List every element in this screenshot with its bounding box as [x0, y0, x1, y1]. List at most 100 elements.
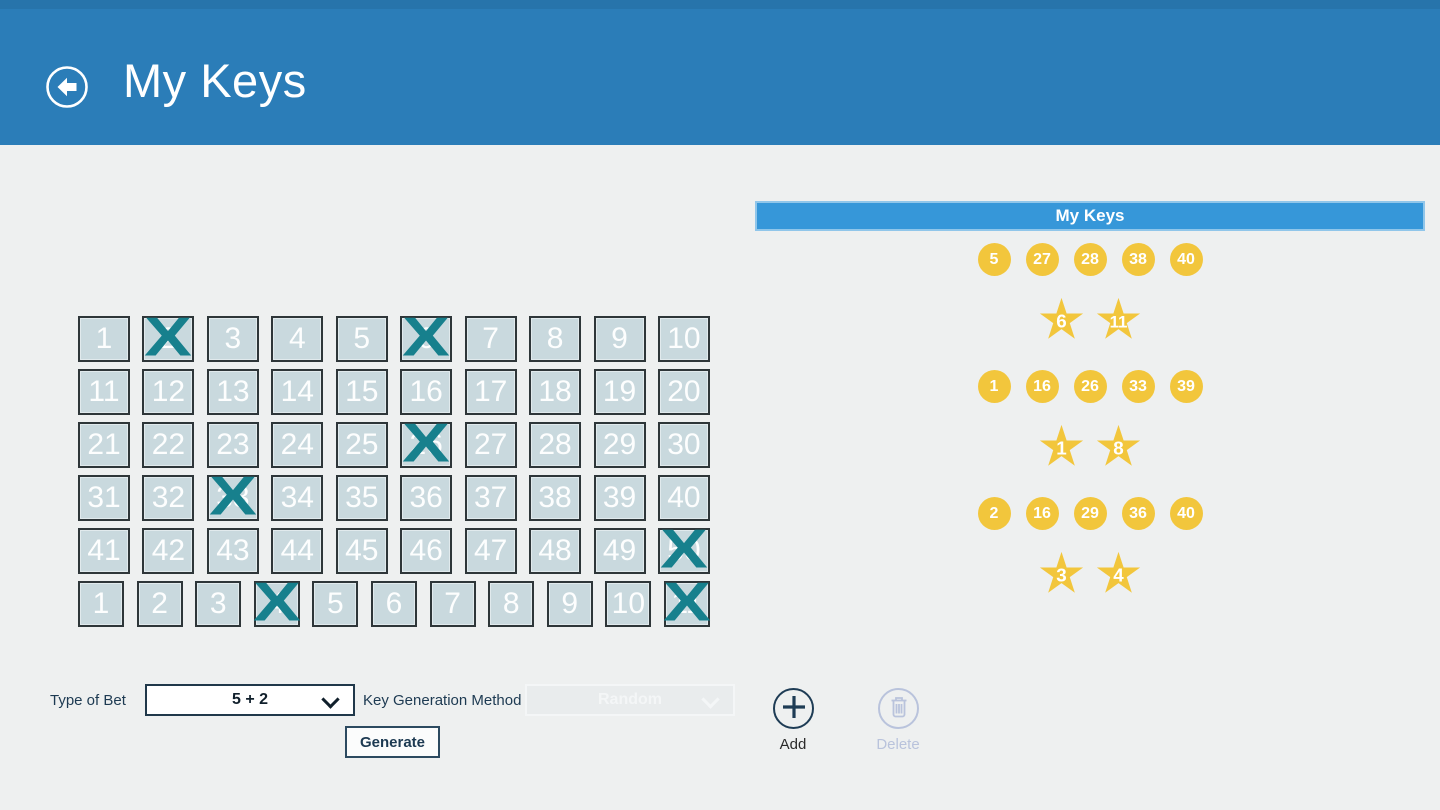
key-entry-1[interactable]: 5 27 28 38 40 6 11 [977, 243, 1203, 347]
key-star: 1 [1038, 422, 1085, 474]
key-entry-3[interactable]: 2 16 29 36 40 3 4 [977, 497, 1203, 601]
number-row: 11 12 13 14 15 16 17 18 19 20 [78, 369, 710, 415]
number-cell-42[interactable]: 42 [142, 528, 195, 574]
number-cell-31[interactable]: 31 [78, 475, 130, 521]
cell-number: 7 [444, 587, 461, 620]
number-cell-38[interactable]: 38 [529, 475, 582, 521]
cell-number: 48 [538, 534, 572, 567]
key-number-ball: 1 [977, 370, 1011, 403]
star-cell-1[interactable]: 1 [78, 581, 124, 627]
cell-number: 33 [216, 481, 250, 514]
star-cell-8[interactable]: 8 [488, 581, 535, 627]
number-cell-13[interactable]: 13 [206, 369, 259, 415]
cell-number: 4 [288, 322, 306, 355]
key-entry-2[interactable]: 1 16 26 33 39 1 8 [977, 370, 1203, 474]
number-cell-21[interactable]: 21 [78, 422, 130, 468]
add-button-label: Add [779, 736, 807, 753]
number-cell-41[interactable]: 41 [78, 528, 130, 574]
number-cell-33[interactable]: 33 X [206, 468, 259, 523]
star-cell-5[interactable]: 5 [312, 581, 359, 627]
type-of-bet-value: 5 + 2 [231, 691, 269, 708]
number-cell-43[interactable]: 43 [206, 528, 259, 574]
number-cell-37[interactable]: 37 [464, 475, 517, 521]
star-cell-10[interactable]: 10 [605, 581, 652, 627]
number-cell-35[interactable]: 35 [335, 475, 388, 521]
number-cell-12[interactable]: 12 [142, 369, 195, 415]
key-number-ball: 2 [977, 497, 1011, 530]
number-cell-32[interactable]: 32 [142, 475, 195, 521]
add-button[interactable] [773, 688, 814, 729]
delete-button-label: Delete [876, 736, 920, 753]
number-cell-28[interactable]: 28 [529, 422, 582, 468]
number-cell-1[interactable]: 1 [78, 316, 130, 362]
number-cell-17[interactable]: 17 [464, 369, 517, 415]
key-number-ball: 26 [1073, 370, 1107, 403]
cell-number: 46 [409, 534, 443, 567]
number-cell-11[interactable]: 11 [78, 369, 130, 415]
number-cell-34[interactable]: 34 [271, 475, 324, 521]
cell-number: 8 [546, 322, 564, 355]
number-cell-15[interactable]: 15 [335, 369, 388, 415]
cell-number: 40 [667, 481, 701, 514]
cell-number: 19 [602, 375, 637, 408]
star-cell-6[interactable]: 6 [370, 581, 417, 627]
number-cell-50[interactable]: 50 X [657, 521, 710, 576]
star-cell-9[interactable]: 9 [546, 581, 593, 627]
number-cell-9[interactable]: 9 [593, 316, 646, 362]
key-number-ball: 27 [1025, 243, 1059, 276]
cell-number: 1 [92, 587, 110, 620]
number-cell-23[interactable]: 23 [206, 422, 259, 468]
number-cell-5[interactable]: 5 [335, 316, 388, 362]
number-cell-36[interactable]: 36 [400, 475, 453, 521]
number-cell-39[interactable]: 39 [593, 475, 646, 521]
number-cell-16[interactable]: 16 [400, 369, 453, 415]
number-cell-7[interactable]: 7 [464, 316, 517, 362]
number-cell-8[interactable]: 8 [529, 316, 582, 362]
number-cell-25[interactable]: 25 [335, 422, 388, 468]
trash-icon [881, 689, 917, 728]
svg-text:3: 3 [1056, 564, 1066, 585]
number-cell-26[interactable]: 26 X [400, 415, 453, 470]
cell-number: 36 [409, 481, 443, 514]
number-cell-40[interactable]: 40 [657, 475, 710, 521]
cell-number: 5 [353, 322, 371, 355]
number-cell-22[interactable]: 22 [142, 422, 195, 468]
number-cell-27[interactable]: 27 [464, 422, 517, 468]
number-cell-47[interactable]: 47 [464, 528, 517, 574]
number-cell-4[interactable]: 4 [271, 316, 324, 362]
star-grid: 1 2 3 4 X 5 6 7 8 9 10 11 X [78, 574, 711, 629]
number-cell-48[interactable]: 48 [529, 528, 582, 574]
number-cell-18[interactable]: 18 [529, 369, 582, 415]
type-of-bet-select[interactable]: 5 + 2 [145, 684, 355, 716]
key-generation-method-value: Random [598, 691, 662, 708]
number-cell-44[interactable]: 44 [271, 528, 324, 574]
star-cell-11[interactable]: 11 X [663, 574, 711, 629]
number-cell-24[interactable]: 24 [271, 422, 324, 468]
number-cell-29[interactable]: 29 [593, 422, 646, 468]
number-cell-20[interactable]: 20 [657, 369, 710, 415]
key-star: 4 [1095, 549, 1142, 601]
back-button[interactable] [45, 65, 89, 109]
number-cell-46[interactable]: 46 [400, 528, 453, 574]
star-cell-7[interactable]: 7 [429, 581, 476, 627]
number-cell-3[interactable]: 3 [206, 316, 259, 362]
number-cell-19[interactable]: 19 [593, 369, 646, 415]
number-cell-30[interactable]: 30 [657, 422, 710, 468]
number-cell-14[interactable]: 14 [271, 369, 324, 415]
my-keys-panel-header: My Keys [755, 201, 1425, 231]
generate-button[interactable]: Generate [345, 726, 440, 758]
number-row: 41 42 43 44 45 46 47 48 49 50 X [78, 521, 710, 576]
cell-number: 13 [216, 375, 250, 408]
cell-number: 49 [602, 534, 637, 567]
number-cell-45[interactable]: 45 [335, 528, 388, 574]
number-cell-10[interactable]: 10 [657, 316, 710, 362]
cell-number: 39 [602, 481, 637, 514]
star-cell-3[interactable]: 3 [195, 581, 242, 627]
cell-number: 37 [473, 481, 508, 514]
number-cell-49[interactable]: 49 [593, 528, 646, 574]
cell-number: 15 [345, 375, 379, 408]
star-cell-2[interactable]: 2 [136, 581, 183, 627]
